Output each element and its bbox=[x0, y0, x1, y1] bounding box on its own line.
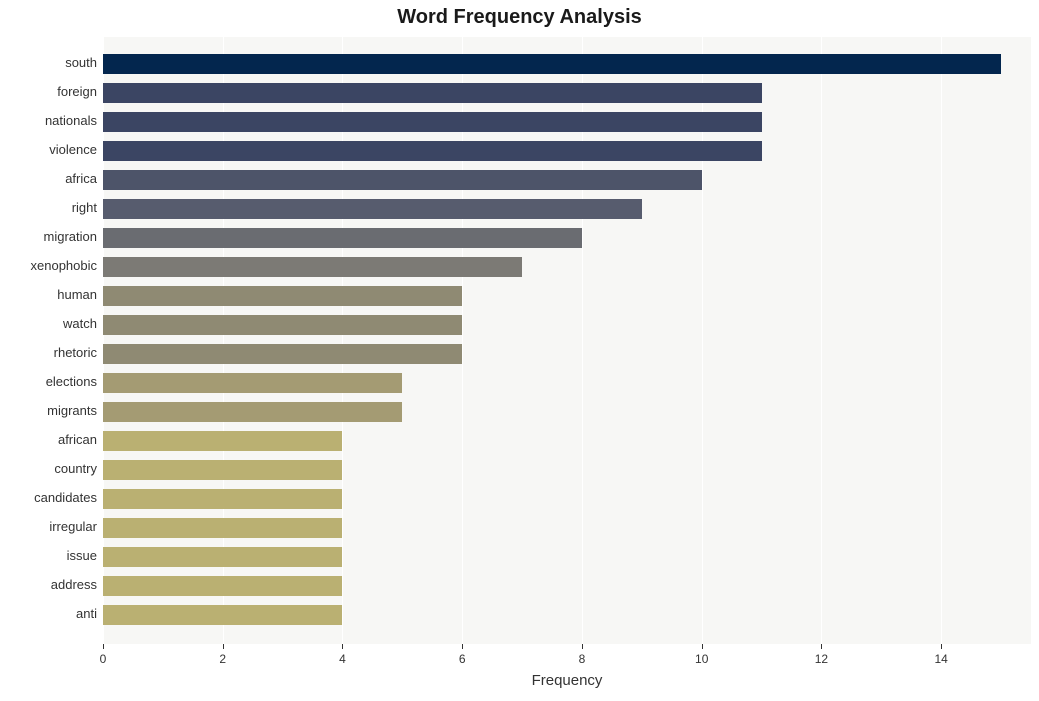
gridline bbox=[941, 37, 942, 644]
y-tick-label: irregular bbox=[49, 519, 97, 534]
y-tick-label: right bbox=[72, 200, 97, 215]
x-tick-label: 14 bbox=[935, 652, 948, 666]
chart-container: Word Frequency Analysis Frequency south f… bbox=[0, 0, 1039, 701]
chart-title: Word Frequency Analysis bbox=[0, 6, 1039, 29]
x-tick-label: 8 bbox=[579, 652, 586, 666]
x-tick-mark bbox=[702, 644, 703, 649]
x-tick-label: 12 bbox=[815, 652, 828, 666]
y-tick-label: anti bbox=[76, 606, 97, 621]
x-tick-mark bbox=[342, 644, 343, 649]
y-tick-label: foreign bbox=[57, 84, 97, 99]
bar bbox=[103, 315, 462, 335]
x-tick-mark bbox=[821, 644, 822, 649]
x-tick-label: 4 bbox=[339, 652, 346, 666]
bar bbox=[103, 228, 582, 248]
y-tick-label: africa bbox=[65, 171, 97, 186]
y-tick-label: xenophobic bbox=[31, 258, 98, 273]
x-tick-mark bbox=[582, 644, 583, 649]
y-tick-label: human bbox=[57, 287, 97, 302]
y-tick-label: country bbox=[54, 461, 97, 476]
y-tick-label: migrants bbox=[47, 403, 97, 418]
y-tick-label: african bbox=[58, 432, 97, 447]
x-tick-mark bbox=[103, 644, 104, 649]
bar bbox=[103, 373, 402, 393]
bar bbox=[103, 605, 342, 625]
y-tick-label: south bbox=[65, 55, 97, 70]
y-tick-label: migration bbox=[44, 229, 97, 244]
gridline bbox=[821, 37, 822, 644]
bar bbox=[103, 257, 522, 277]
plot-area bbox=[103, 37, 1031, 644]
bar bbox=[103, 402, 402, 422]
bar bbox=[103, 431, 342, 451]
y-tick-label: address bbox=[51, 577, 97, 592]
x-axis-title: Frequency bbox=[103, 672, 1031, 689]
bar bbox=[103, 199, 642, 219]
x-tick-label: 0 bbox=[100, 652, 107, 666]
bar bbox=[103, 489, 342, 509]
bar bbox=[103, 547, 342, 567]
y-tick-label: rhetoric bbox=[54, 345, 97, 360]
x-tick-label: 6 bbox=[459, 652, 466, 666]
bar bbox=[103, 83, 762, 103]
y-tick-label: nationals bbox=[45, 113, 97, 128]
x-tick-label: 2 bbox=[219, 652, 226, 666]
bar bbox=[103, 170, 702, 190]
y-tick-label: violence bbox=[49, 142, 97, 157]
y-tick-label: watch bbox=[63, 316, 97, 331]
x-tick-mark bbox=[462, 644, 463, 649]
bar bbox=[103, 576, 342, 596]
bar bbox=[103, 112, 762, 132]
bar bbox=[103, 54, 1001, 74]
bar bbox=[103, 344, 462, 364]
y-tick-label: issue bbox=[67, 548, 97, 563]
x-tick-mark bbox=[223, 644, 224, 649]
bar bbox=[103, 460, 342, 480]
bar bbox=[103, 141, 762, 161]
bar bbox=[103, 286, 462, 306]
y-tick-label: elections bbox=[46, 374, 97, 389]
x-tick-mark bbox=[941, 644, 942, 649]
x-tick-label: 10 bbox=[695, 652, 708, 666]
y-tick-label: candidates bbox=[34, 490, 97, 505]
bar bbox=[103, 518, 342, 538]
